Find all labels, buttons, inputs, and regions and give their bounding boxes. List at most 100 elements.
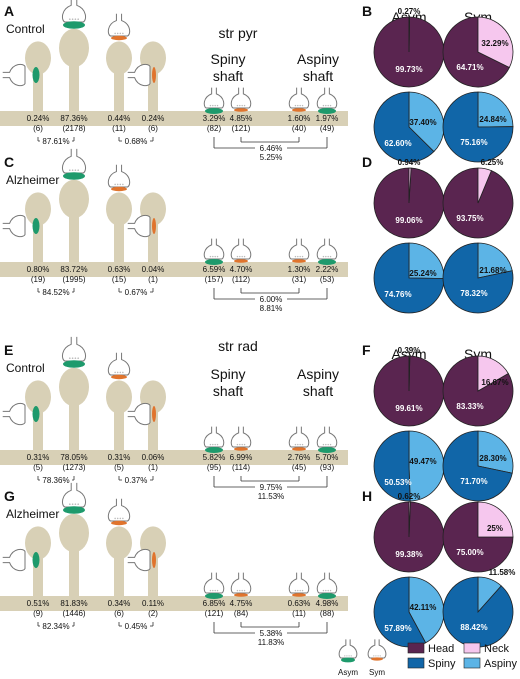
panel-letter-e: E [4, 342, 13, 358]
shaft-count-label: (31) [292, 275, 307, 284]
asym-psd-head [63, 360, 85, 368]
presynaptic-terminal-outline [61, 482, 87, 508]
pie-label-neck: 0.94% [398, 158, 421, 167]
sym-psd-head [111, 374, 127, 380]
pie-slice-aspiny [408, 576, 445, 644]
pie-label-neck: 0.39% [398, 346, 421, 355]
spiny-shaft-heading-bottom-1: Spiny [210, 366, 245, 382]
presynaptic-terminal-outline [61, 148, 87, 174]
shaft-percent-label: 6.85% [203, 599, 226, 608]
vesicle-dot [209, 443, 212, 446]
pie-label-head: 83.33% [456, 402, 483, 411]
legend-swatch-head [407, 642, 425, 654]
vesicle-dot [377, 655, 379, 657]
sym-psd-neck [152, 218, 156, 234]
pie-slice-aspiny [477, 91, 514, 128]
spine-count-label: (6) [148, 124, 158, 133]
condition-label: Alzheimer [6, 173, 59, 187]
vesicle-dot [322, 443, 325, 446]
vesicle-dot [116, 517, 119, 520]
presynaptic-terminal-outline [107, 13, 131, 37]
pie-asym-location: 99.38% 0.62% [373, 492, 445, 573]
legend-sym-label: Sym [369, 668, 385, 677]
sym-psd-head [111, 35, 127, 41]
pie-label-spiny: 57.89% [384, 624, 411, 633]
terminal-spine-2 [61, 148, 87, 174]
vesicle-dot [297, 104, 299, 107]
pie-label-head: 99.06% [395, 216, 422, 225]
presynaptic-terminal-outline [203, 87, 225, 109]
spine-percent-label: 78.05% [60, 453, 87, 462]
spine-neck [69, 199, 79, 263]
asym-psd-shaft [205, 447, 223, 453]
terminal-spine-1 [2, 402, 26, 426]
spine-count-label: (15) [112, 275, 127, 284]
pie-label-head: 99.38% [395, 550, 422, 559]
pie-slice-neck [408, 355, 411, 392]
spine-percent-label: 0.44% [108, 114, 131, 123]
pie-label-spiny: 62.60% [384, 139, 411, 148]
spine-head [25, 526, 51, 560]
presynaptic-terminal-outline [230, 238, 252, 260]
sym-psd-neck [152, 67, 156, 83]
spine-head [25, 380, 51, 414]
sym-psd-shaft [234, 447, 248, 451]
legend-swatch-spiny [407, 657, 425, 669]
vesicle-dot [114, 517, 116, 520]
presynaptic-terminal-outline [338, 639, 358, 659]
asym-psd-shaft [318, 259, 336, 265]
panel-letter-g: G [4, 488, 15, 504]
pie-label-neck: 0.27% [398, 7, 421, 16]
terminal-shaft-2 [230, 87, 252, 109]
pie-panel-b: B 99.73% 0.27% 64.71% 32.29% 37.40% 62.60% 24.8… [362, 3, 514, 163]
terminal-spine-2 [61, 336, 87, 362]
vesicle-dot [325, 104, 327, 107]
pie-slice-neck [408, 501, 411, 538]
vesicle-dot [299, 443, 301, 446]
shaft-percent-label: 1.30% [288, 265, 311, 274]
vesicle-dot [236, 255, 239, 258]
pie-sym-location: 83.33% 16.67% [442, 355, 514, 427]
sum-sym-spine: 0.37% [125, 476, 148, 485]
terminal-spine-4 [127, 214, 151, 238]
spine-neck [33, 209, 43, 263]
pie-sym-type: 24.84% 75.16% [442, 91, 514, 163]
spine-neck [114, 397, 124, 451]
vesicle-dot [329, 589, 332, 592]
terminal-spine-1 [2, 214, 26, 238]
sym-psd-shaft [292, 593, 306, 597]
vesicle-dot [122, 371, 124, 374]
vesicle-dot [243, 255, 246, 258]
vesicle-dot [71, 18, 74, 21]
terminal-spine-4 [127, 548, 151, 572]
spine-head [106, 380, 132, 414]
pie-panel-f: F 99.61% 0.39% 83.33% 16.67% 49.47% 50.53% 28.3… [362, 342, 514, 502]
sym-psd-shaft [292, 447, 306, 451]
legend-swatch-aspiny [463, 657, 481, 669]
shaft-percent-label: 6.59% [203, 265, 226, 274]
vesicle-dot [301, 589, 304, 592]
vesicle-dot [71, 503, 74, 506]
panel-letter-b: B [362, 3, 372, 19]
schematic-panel-g: GAlzheimer0.51%(9)81.83%(1446)0.34%(6)0.… [0, 482, 348, 647]
terminal-spine-3 [107, 13, 131, 37]
pie-label-aspiny: 11.58% [489, 568, 516, 577]
presynaptic-terminal-outline [367, 639, 387, 659]
legend-label-spiny: Spiny [428, 658, 456, 670]
spine-head [25, 41, 51, 75]
presynaptic-terminal-outline [61, 0, 87, 23]
sum-sym-spine: 0.68% [125, 137, 148, 146]
legend-label-neck: Neck [484, 643, 510, 655]
spine-head [59, 28, 89, 68]
spine-head [59, 367, 89, 407]
legend-item-spiny: Spiny [407, 657, 456, 670]
terminal-shaft-1 [203, 572, 225, 594]
shaft-percent-label: 5.70% [316, 453, 339, 462]
legend-label-head: Head [428, 643, 454, 655]
sum-asym-shaft: 6.00% [260, 295, 283, 304]
vesicle-dot [327, 443, 329, 446]
shaft-count-label: (121) [205, 609, 224, 618]
pie-asym-type: 25.24% 74.76% [373, 242, 445, 314]
vesicle-dot [74, 18, 77, 21]
sum-asym-shaft: 9.75% [260, 483, 283, 492]
